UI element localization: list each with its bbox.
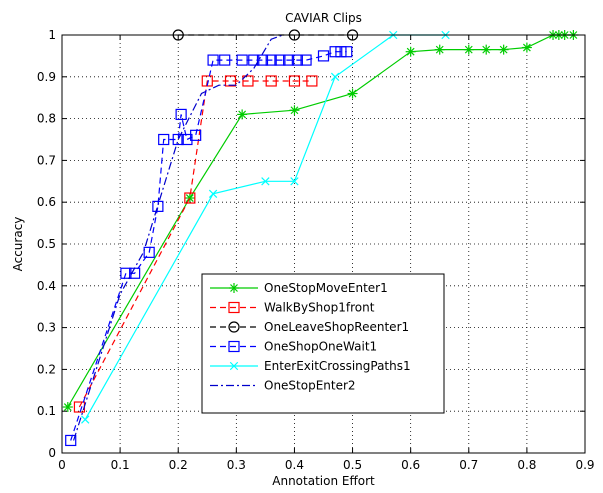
data-point-star xyxy=(522,43,532,53)
x-tick-label: 0.6 xyxy=(401,458,420,472)
x-tick-label: 0.9 xyxy=(575,458,594,472)
y-tick-label: 0.9 xyxy=(37,70,56,84)
x-tick-label: 0.7 xyxy=(459,458,478,472)
y-tick-label: 0.5 xyxy=(37,237,56,251)
y-tick-label: 0.3 xyxy=(37,321,56,335)
y-tick-label: 0.8 xyxy=(37,112,56,126)
data-point-star xyxy=(406,47,416,57)
y-tick-label: 0 xyxy=(48,446,56,460)
data-point-star xyxy=(185,193,195,203)
legend: OneStopMoveEnter1 WalkByShop1front OneLeav… xyxy=(202,274,444,413)
y-tick-label: 1 xyxy=(48,28,56,42)
x-tick-label: 0.4 xyxy=(285,458,304,472)
y-tick-label: 0.1 xyxy=(37,404,56,418)
legend-label: EnterExitCrossingPaths1 xyxy=(264,359,411,373)
legend-label: OneLeaveShopReenter1 xyxy=(264,320,409,334)
legend-label: WalkByShop1front xyxy=(264,301,375,315)
legend-label: OneStopMoveEnter1 xyxy=(264,281,388,295)
legend-label: OneShopOneWait1 xyxy=(264,340,377,354)
data-point-star xyxy=(435,45,445,55)
y-tick-label: 0.2 xyxy=(37,362,56,376)
legend-entry: OneShopOneWait1 xyxy=(210,340,377,354)
chart-title: CAVIAR Clips xyxy=(285,11,362,25)
data-point-star xyxy=(464,45,474,55)
data-point-star xyxy=(499,45,509,55)
data-point-star xyxy=(229,283,239,293)
x-axis-label: Annotation Effort xyxy=(272,474,375,488)
x-tick-label: 0.8 xyxy=(517,458,536,472)
data-point-star xyxy=(348,89,358,99)
x-tick-label: 0.3 xyxy=(227,458,246,472)
legend-entry: WalkByShop1front xyxy=(210,301,375,315)
y-tick-label: 0.4 xyxy=(37,279,56,293)
x-tick-label: 0 xyxy=(58,458,66,472)
y-axis-label: Accuracy xyxy=(11,217,25,272)
legend-label: OneStopEnter2 xyxy=(264,379,356,393)
x-tick-label: 0.2 xyxy=(169,458,188,472)
data-point-star xyxy=(63,402,73,412)
data-point-star xyxy=(237,109,247,119)
x-tick-label: 0.5 xyxy=(343,458,362,472)
data-point-star xyxy=(289,105,299,115)
y-tick-label: 0.6 xyxy=(37,195,56,209)
data-point-star xyxy=(481,45,491,55)
y-tick-label: 0.7 xyxy=(37,153,56,167)
x-tick-label: 0.1 xyxy=(111,458,130,472)
